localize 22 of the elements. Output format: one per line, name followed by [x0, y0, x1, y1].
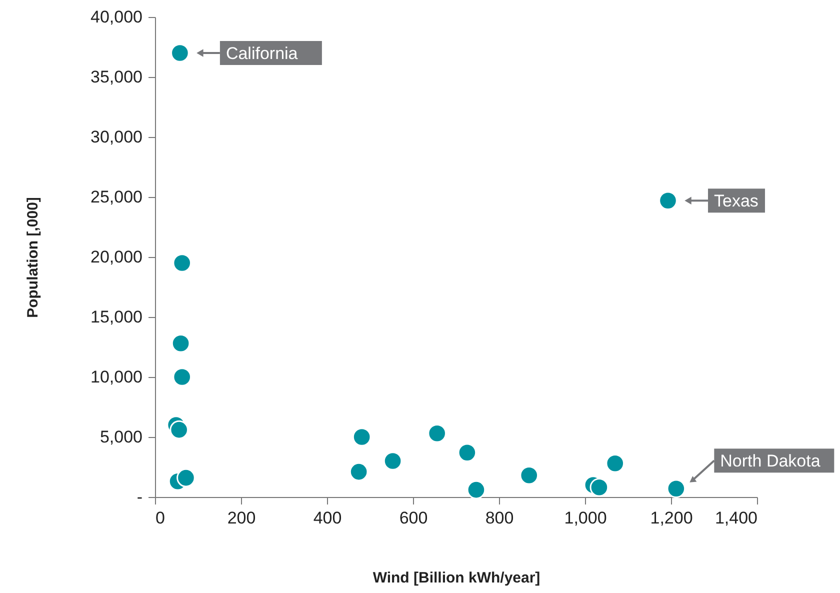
y-tick-label: 15,000: [90, 308, 142, 326]
x-tick-label: 800: [485, 508, 514, 528]
y-axis-title: Population [,000]: [24, 197, 42, 318]
y-tick-label: 5,000: [100, 428, 142, 446]
y-tick-label: 10,000: [90, 368, 142, 386]
x-tick-label: 600: [399, 508, 428, 528]
y-tick-label: 35,000: [90, 68, 142, 86]
y-tick-label: 20,000: [90, 248, 142, 266]
y-tick-label: 40,000: [90, 8, 142, 26]
x-tick-label: 200: [227, 508, 256, 528]
annotation: North Dakota: [720, 452, 821, 471]
annotation: Texas: [714, 192, 758, 211]
x-tick-label: 0: [156, 508, 165, 528]
y-tick-label: 25,000: [90, 188, 142, 206]
x-tick-label: 1,200: [650, 508, 693, 528]
y-tick-label: 30,000: [90, 128, 142, 146]
x-axis-title: Wind [Billion kWh/year]: [372, 570, 540, 586]
y-tick-label: -: [136, 488, 142, 506]
annotation: California: [226, 44, 298, 63]
x-tick-label: 400: [313, 508, 342, 528]
x-tick-label: 1,400: [714, 508, 758, 528]
x-tick-label: 1,000: [564, 508, 607, 528]
